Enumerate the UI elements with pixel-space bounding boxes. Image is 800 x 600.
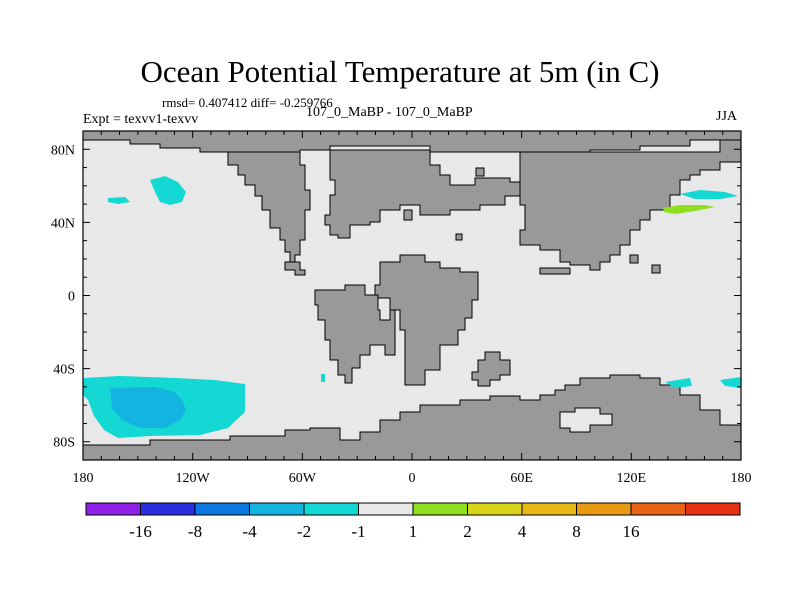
colorbar xyxy=(85,502,741,516)
land-arctic xyxy=(82,130,742,155)
colorbar-swatch xyxy=(467,502,523,516)
land-island xyxy=(403,209,413,221)
land-north-america xyxy=(227,151,311,263)
colorbar-label: -16 xyxy=(129,522,152,541)
page-title: Ocean Potential Temperature at 5m (in C) xyxy=(140,54,660,89)
colorbar-label: -2 xyxy=(297,522,311,541)
anomaly-patch-blue xyxy=(110,387,186,428)
colorbar-swatch xyxy=(303,502,359,516)
lon-tick-label: 0 xyxy=(409,471,416,486)
colorbar-label: 2 xyxy=(463,522,472,541)
land-island xyxy=(651,264,661,274)
lon-tick-label: 120E xyxy=(617,471,647,486)
lon-labels: 180 120W 60W 0 60E 120E 180 xyxy=(73,471,752,486)
land-island xyxy=(475,167,485,177)
land-island-south xyxy=(471,351,511,387)
lat-tick-label: 80N xyxy=(51,143,75,158)
colorbar-label: 16 xyxy=(623,522,640,541)
colorbar-swatch xyxy=(140,502,196,516)
colorbar-label: 4 xyxy=(518,522,527,541)
anomaly-patch-cyan-dot xyxy=(321,374,325,382)
experiment-label: Expt = texvv1-texvv xyxy=(83,112,199,127)
colorbar-swatch xyxy=(358,502,414,516)
land-masses xyxy=(82,130,742,461)
colorbar-label: -8 xyxy=(188,522,202,541)
lon-tick-label: 180 xyxy=(731,471,752,486)
anomaly-patch-cyan xyxy=(720,377,741,388)
land-island xyxy=(629,254,639,264)
lat-tick-label: 40N xyxy=(51,216,75,231)
land-island xyxy=(539,267,571,275)
colorbar-label: -1 xyxy=(351,522,365,541)
lon-tick-label: 120W xyxy=(176,471,211,486)
land-australia-antarctic xyxy=(82,374,742,461)
land-greenland-europe xyxy=(324,149,521,239)
land-asia xyxy=(519,139,742,271)
colorbar-swatch xyxy=(249,502,305,516)
colorbar-swatch xyxy=(412,502,468,516)
land-island xyxy=(455,233,463,241)
ocean-inlet xyxy=(559,407,613,433)
colorbar-label: 8 xyxy=(572,522,581,541)
colorbar-swatch xyxy=(521,502,577,516)
colorbar-labels: -16 -8 -4 -2 -1 1 2 4 8 16 xyxy=(129,522,639,541)
stats-label: rmsd= 0.407412 diff= -0.259766 xyxy=(162,95,333,110)
anomaly-patch-green xyxy=(663,205,715,214)
anomaly-patches xyxy=(83,176,741,438)
colorbar-swatch xyxy=(85,502,141,516)
lat-tick-label: 80S xyxy=(53,436,75,451)
land-central-america xyxy=(284,261,306,276)
season-label: JJA xyxy=(716,109,738,124)
colorbar-label: 1 xyxy=(409,522,418,541)
lat-tick-label: 40S xyxy=(53,363,75,378)
colorbar-swatch xyxy=(685,502,741,516)
colorbar-swatch xyxy=(630,502,686,516)
anomaly-patch-cyan xyxy=(680,190,738,199)
lon-tick-label: 180 xyxy=(73,471,94,486)
colorbar-swatch xyxy=(194,502,250,516)
colorbar-label: -4 xyxy=(242,522,257,541)
anomaly-patch-cyan xyxy=(665,378,692,388)
anomaly-patch-cyan xyxy=(108,197,130,204)
lat-tick-label: 0 xyxy=(68,290,75,305)
lat-labels: 80N 40N 0 40S 80S xyxy=(51,143,75,450)
cases-label: 107_0_MaBP - 107_0_MaBP xyxy=(306,105,473,120)
anomaly-patch-cyan xyxy=(150,176,186,205)
map-ticks xyxy=(82,130,742,461)
lon-tick-label: 60E xyxy=(510,471,533,486)
lon-tick-label: 60W xyxy=(289,471,317,486)
land-south-america xyxy=(314,284,396,384)
colorbar-swatch xyxy=(576,502,632,516)
